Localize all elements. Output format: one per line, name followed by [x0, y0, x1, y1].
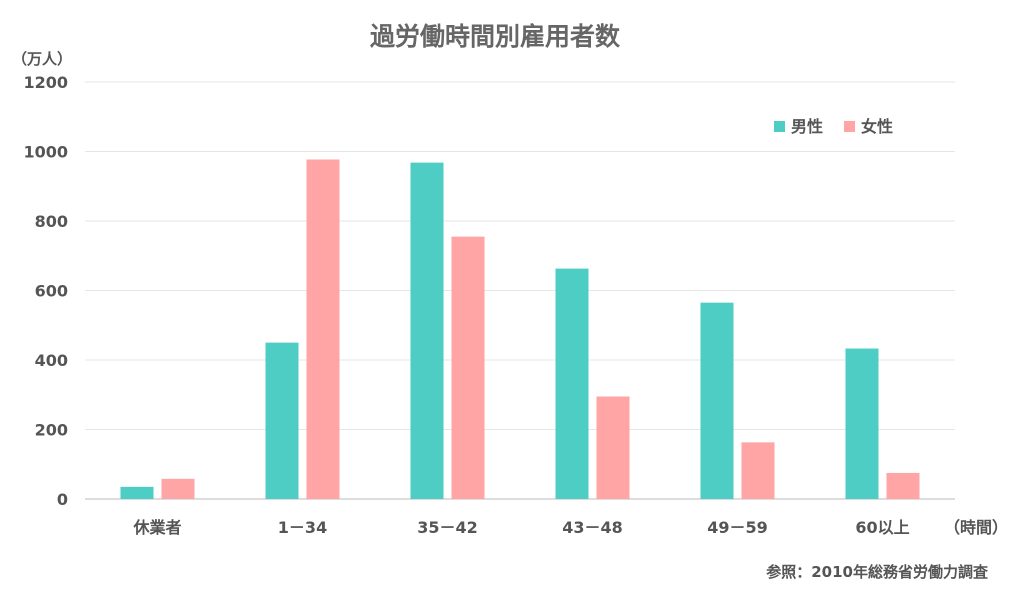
x-tick-label: 60以上	[855, 518, 909, 537]
x-axis-ticks: 休業者 1－34 35－42 43－48 49－59 60以上	[132, 518, 909, 537]
legend: 男性 女性	[774, 117, 893, 136]
chart-title: 過労働時間別雇用者数	[370, 22, 621, 51]
bar-male	[265, 342, 299, 499]
legend-swatch-male	[774, 121, 785, 132]
bar-male	[845, 348, 879, 499]
bar-male	[700, 302, 734, 499]
x-tick-label: 1－34	[278, 518, 327, 537]
bar-male	[120, 486, 154, 499]
y-tick-label: 800	[35, 212, 68, 231]
y-tick-label: 400	[35, 351, 68, 370]
bar-female	[741, 442, 775, 499]
x-axis-unit-label: （時間）	[944, 518, 1008, 537]
legend-label: 女性	[861, 117, 893, 136]
y-tick-label: 600	[35, 282, 68, 301]
y-tick-label: 0	[57, 490, 68, 509]
x-tick-label: 35－42	[417, 518, 478, 537]
legend-label: 男性	[791, 117, 823, 136]
bar-female	[451, 236, 485, 499]
x-tick-label: 49－59	[707, 518, 768, 537]
legend-swatch-female	[844, 121, 855, 132]
bar-female	[161, 478, 195, 499]
grid-lines	[85, 81, 955, 500]
y-tick-label: 1200	[23, 73, 68, 92]
bar-female	[306, 159, 340, 499]
bar-female	[886, 472, 920, 499]
bars	[120, 159, 920, 499]
x-tick-label: 43－48	[562, 518, 623, 537]
y-tick-label: 1000	[23, 143, 68, 162]
y-axis-unit-label: （万人）	[12, 50, 72, 68]
source-note: 参照：2010年総務省労働力調査	[766, 563, 989, 581]
bar-female	[596, 396, 630, 499]
x-tick-label: 休業者	[132, 518, 181, 537]
bar-male	[555, 268, 589, 499]
y-tick-label: 200	[35, 421, 68, 440]
y-axis-ticks: 0 200 400 600 800 1000 1200	[23, 73, 68, 509]
bar-male	[410, 162, 444, 499]
